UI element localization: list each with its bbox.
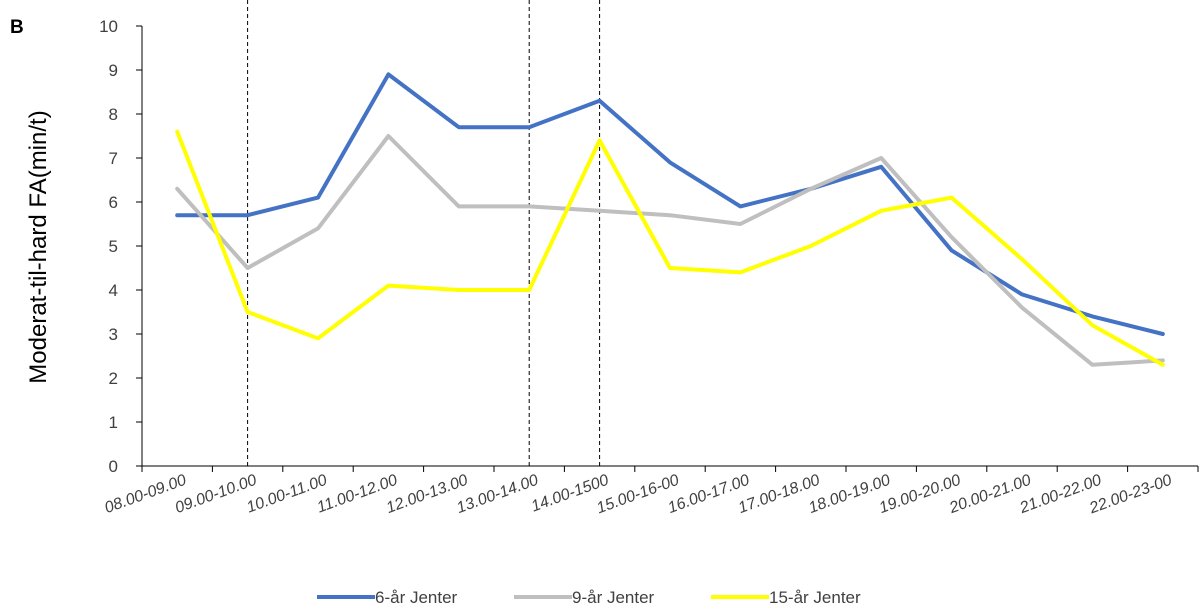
y-axis-label: Moderat-til-hard FA(min/t)	[25, 110, 52, 383]
series-line	[175, 72, 1165, 336]
vertical-dashed-lines	[247, 0, 601, 466]
series-lines	[175, 72, 1165, 367]
x-axis-ticks: 08.00-09.0009.00-10.0010.00-11.0011.00-1…	[102, 466, 1199, 518]
y-tick-label: 8	[109, 105, 118, 124]
y-axis-ticks: 0 1 2 3 4 5 6 7 8 9 10	[99, 17, 142, 476]
y-tick-label: 6	[109, 193, 118, 212]
y-tick-label: 0	[109, 457, 118, 476]
series-line	[175, 134, 1165, 367]
x-tick-label: 09.00-10.00	[173, 472, 259, 517]
legend-label: 9-år Jenter	[572, 588, 655, 607]
legend: 6-år Jenter 9-år Jenter 15-år Jenter	[317, 588, 861, 607]
x-tick-label: 10.00-11.00	[244, 472, 329, 517]
y-tick-label: 9	[109, 61, 118, 80]
y-tick-label: 7	[109, 149, 118, 168]
y-tick-label: 3	[109, 325, 118, 344]
y-tick-label: 2	[109, 369, 118, 388]
x-tick-label: 13.00-14.00	[454, 472, 540, 517]
legend-label: 6-år Jenter	[375, 588, 458, 607]
axes	[141, 26, 1198, 467]
series-line	[175, 129, 1165, 367]
y-tick-label: 5	[109, 237, 118, 256]
y-tick-label: 4	[109, 281, 118, 300]
y-tick-label: 10	[99, 17, 118, 36]
panel-label: B	[10, 17, 24, 38]
y-tick-label: 1	[109, 413, 118, 432]
legend-label: 15-år Jenter	[769, 588, 861, 607]
